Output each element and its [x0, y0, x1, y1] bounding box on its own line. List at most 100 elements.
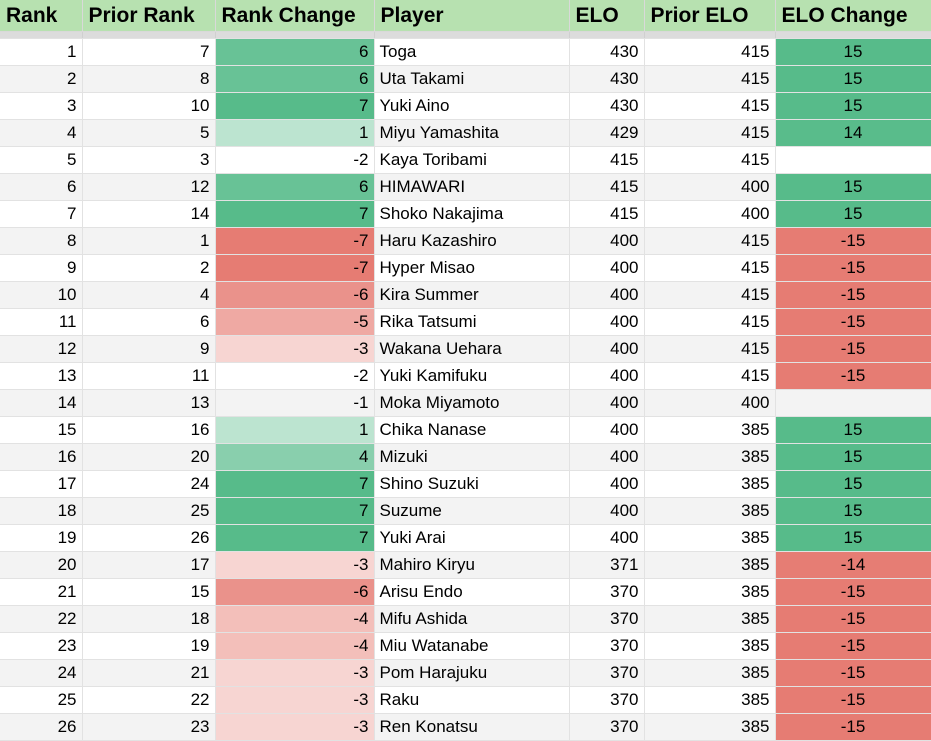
cell-rank-change[interactable]: 4: [215, 443, 375, 471]
cell-rank[interactable]: 12: [0, 335, 83, 363]
cell-prior-rank[interactable]: 22: [82, 686, 216, 714]
cell-elo[interactable]: 415: [569, 200, 645, 228]
cell-elo[interactable]: 400: [569, 281, 645, 309]
cell-rank[interactable]: 19: [0, 524, 83, 552]
cell-rank[interactable]: 11: [0, 308, 83, 336]
cell-elo-change[interactable]: -15: [775, 632, 931, 660]
cell-prior-elo[interactable]: 415: [644, 227, 776, 255]
cell-elo[interactable]: 415: [569, 146, 645, 174]
cell-player[interactable]: Raku: [374, 686, 570, 714]
cell-rank-change[interactable]: -3: [215, 686, 375, 714]
cell-prior-elo[interactable]: 385: [644, 470, 776, 498]
cell-prior-rank[interactable]: 7: [82, 38, 216, 66]
cell-elo[interactable]: 400: [569, 362, 645, 390]
cell-prior-elo[interactable]: 415: [644, 38, 776, 66]
cell-elo-change[interactable]: 15: [775, 443, 931, 471]
cell-elo[interactable]: 400: [569, 416, 645, 444]
cell-player[interactable]: HIMAWARI: [374, 173, 570, 201]
cell-elo-change[interactable]: 15: [775, 65, 931, 93]
cell-prior-rank[interactable]: 5: [82, 119, 216, 147]
cell-rank[interactable]: 10: [0, 281, 83, 309]
cell-player[interactable]: Pom Harajuku: [374, 659, 570, 687]
cell-player[interactable]: Arisu Endo: [374, 578, 570, 606]
cell-rank-change[interactable]: -3: [215, 551, 375, 579]
cell-prior-rank[interactable]: 9: [82, 335, 216, 363]
cell-prior-elo[interactable]: 415: [644, 281, 776, 309]
cell-elo-change[interactable]: -15: [775, 281, 931, 309]
cell-prior-rank[interactable]: 13: [82, 389, 216, 417]
cell-player[interactable]: Yuki Kamifuku: [374, 362, 570, 390]
cell-rank[interactable]: 16: [0, 443, 83, 471]
cell-prior-elo[interactable]: 415: [644, 335, 776, 363]
cell-prior-elo[interactable]: 385: [644, 524, 776, 552]
cell-elo[interactable]: 400: [569, 227, 645, 255]
cell-prior-elo[interactable]: 400: [644, 389, 776, 417]
cell-rank[interactable]: 13: [0, 362, 83, 390]
cell-player[interactable]: Mahiro Kiryu: [374, 551, 570, 579]
cell-rank[interactable]: 18: [0, 497, 83, 525]
cell-elo-change[interactable]: -15: [775, 308, 931, 336]
cell-prior-elo[interactable]: 415: [644, 308, 776, 336]
cell-elo-change[interactable]: -14: [775, 551, 931, 579]
cell-rank-change[interactable]: -6: [215, 281, 375, 309]
cell-rank[interactable]: 23: [0, 632, 83, 660]
cell-elo[interactable]: 400: [569, 443, 645, 471]
cell-elo[interactable]: 400: [569, 497, 645, 525]
cell-elo-change[interactable]: [775, 146, 931, 174]
cell-prior-rank[interactable]: 21: [82, 659, 216, 687]
cell-prior-rank[interactable]: 24: [82, 470, 216, 498]
cell-elo[interactable]: 370: [569, 578, 645, 606]
cell-rank-change[interactable]: -6: [215, 578, 375, 606]
cell-prior-elo[interactable]: 385: [644, 578, 776, 606]
cell-prior-rank[interactable]: 20: [82, 443, 216, 471]
cell-elo[interactable]: 400: [569, 308, 645, 336]
cell-prior-rank[interactable]: 17: [82, 551, 216, 579]
cell-elo-change[interactable]: -15: [775, 605, 931, 633]
cell-rank-change[interactable]: -4: [215, 632, 375, 660]
cell-rank[interactable]: 2: [0, 65, 83, 93]
header-elo-change[interactable]: ELO Change: [775, 0, 931, 32]
cell-prior-elo[interactable]: 400: [644, 200, 776, 228]
cell-rank[interactable]: 14: [0, 389, 83, 417]
cell-rank-change[interactable]: -7: [215, 254, 375, 282]
cell-rank[interactable]: 5: [0, 146, 83, 174]
cell-rank-change[interactable]: -3: [215, 335, 375, 363]
cell-prior-rank[interactable]: 25: [82, 497, 216, 525]
cell-player[interactable]: Kaya Toribami: [374, 146, 570, 174]
cell-rank-change[interactable]: 6: [215, 65, 375, 93]
cell-player[interactable]: Yuki Aino: [374, 92, 570, 120]
cell-prior-elo[interactable]: 385: [644, 686, 776, 714]
cell-rank[interactable]: 4: [0, 119, 83, 147]
cell-elo-change[interactable]: 15: [775, 497, 931, 525]
cell-player[interactable]: Miyu Yamashita: [374, 119, 570, 147]
cell-player[interactable]: Toga: [374, 38, 570, 66]
cell-rank-change[interactable]: -4: [215, 605, 375, 633]
cell-prior-rank[interactable]: 4: [82, 281, 216, 309]
cell-player[interactable]: Haru Kazashiro: [374, 227, 570, 255]
cell-elo[interactable]: 400: [569, 335, 645, 363]
cell-prior-rank[interactable]: 19: [82, 632, 216, 660]
header-prior-rank[interactable]: Prior Rank: [82, 0, 216, 32]
cell-elo-change[interactable]: -15: [775, 659, 931, 687]
cell-rank[interactable]: 6: [0, 173, 83, 201]
cell-rank-change[interactable]: -2: [215, 362, 375, 390]
cell-prior-rank[interactable]: 3: [82, 146, 216, 174]
cell-prior-elo[interactable]: 385: [644, 605, 776, 633]
cell-rank[interactable]: 26: [0, 713, 83, 741]
cell-rank[interactable]: 3: [0, 92, 83, 120]
cell-rank[interactable]: 25: [0, 686, 83, 714]
cell-rank-change[interactable]: 7: [215, 497, 375, 525]
cell-prior-rank[interactable]: 2: [82, 254, 216, 282]
cell-elo[interactable]: 400: [569, 470, 645, 498]
cell-prior-elo[interactable]: 385: [644, 632, 776, 660]
cell-elo[interactable]: 429: [569, 119, 645, 147]
cell-prior-rank[interactable]: 8: [82, 65, 216, 93]
cell-prior-rank[interactable]: 14: [82, 200, 216, 228]
cell-elo[interactable]: 415: [569, 173, 645, 201]
cell-elo[interactable]: 430: [569, 92, 645, 120]
cell-elo[interactable]: 370: [569, 605, 645, 633]
cell-elo[interactable]: 370: [569, 659, 645, 687]
cell-player[interactable]: Chika Nanase: [374, 416, 570, 444]
cell-prior-elo[interactable]: 415: [644, 146, 776, 174]
cell-player[interactable]: Suzume: [374, 497, 570, 525]
